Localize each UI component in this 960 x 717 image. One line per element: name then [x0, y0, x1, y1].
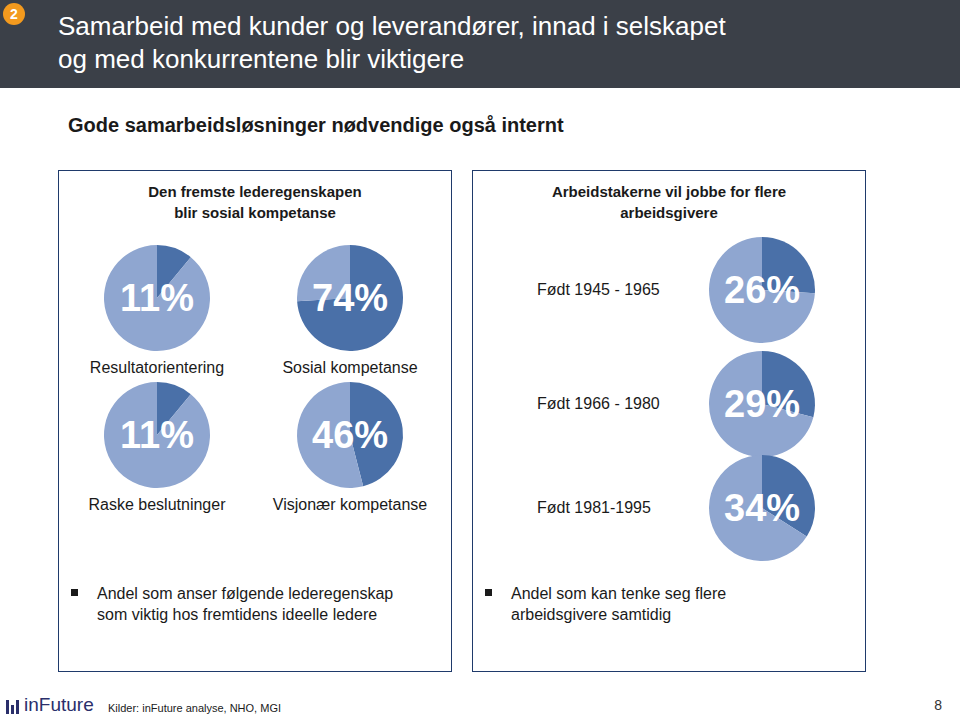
html-text:Født 1966 - 1980: Født 1966 - 1980: [537, 395, 660, 412]
html-text:8: 8: [934, 697, 942, 713]
html-text:blir sosial kompetanse: blir sosial kompetanse: [174, 204, 336, 221]
html-text:Andel som anser følgende leder: Andel som anser følgende lederegenskap: [97, 585, 394, 602]
html-text:Samarbeid med kunder og levera: Samarbeid med kunder og leverandører, in…: [58, 11, 726, 41]
svg-text:11%: 11%: [120, 414, 194, 456]
svg-text:26%: 26%: [724, 269, 800, 311]
html-text:arbeidsgivere: arbeidsgivere: [620, 204, 718, 221]
html-text:som viktig hos fremtidens idee: som viktig hos fremtidens ideelle ledere: [97, 606, 378, 623]
svg-text:34%: 34%: [724, 487, 800, 529]
html-text:2: 2: [10, 6, 18, 22]
html-text:Visjonær kompetanse: Visjonær kompetanse: [272, 496, 428, 513]
svg-text:11%: 11%: [120, 277, 194, 319]
html-text:Resultatorientering: Resultatorientering: [89, 359, 225, 376]
html-text:Født 1981-1995: Født 1981-1995: [537, 499, 651, 516]
html-text:Andel som kan tenke seg flere: Andel som kan tenke seg flere: [511, 585, 727, 602]
html-text:Kilder: inFuture analyse, NHO,: Kilder: inFuture analyse, NHO, MGI: [108, 702, 281, 714]
svg-text:74%: 74%: [312, 277, 388, 319]
svg-text:29%: 29%: [724, 383, 800, 425]
svg-text:46%: 46%: [312, 414, 388, 456]
html-text:Raske beslutninger: Raske beslutninger: [88, 496, 226, 513]
html-text:Gode samarbeidsløsninger nødve: Gode samarbeidsløsninger nødvendige også…: [68, 114, 564, 136]
html-text:Født 1945 - 1965: Født 1945 - 1965: [537, 281, 660, 298]
html-text:Den fremste lederegenskapen: Den fremste lederegenskapen: [148, 183, 362, 200]
html-text:Arbeidstakerne vil jobbe for f: Arbeidstakerne vil jobbe for flere: [551, 183, 787, 200]
html-text:inFuture: inFuture: [24, 694, 94, 715]
html-text:arbeidsgivere samtidig: arbeidsgivere samtidig: [511, 606, 672, 623]
html-text:og med konkurrentene blir vikt: og med konkurrentene blir viktigere: [58, 44, 465, 74]
html-text:Sosial kompetanse: Sosial kompetanse: [282, 359, 418, 376]
